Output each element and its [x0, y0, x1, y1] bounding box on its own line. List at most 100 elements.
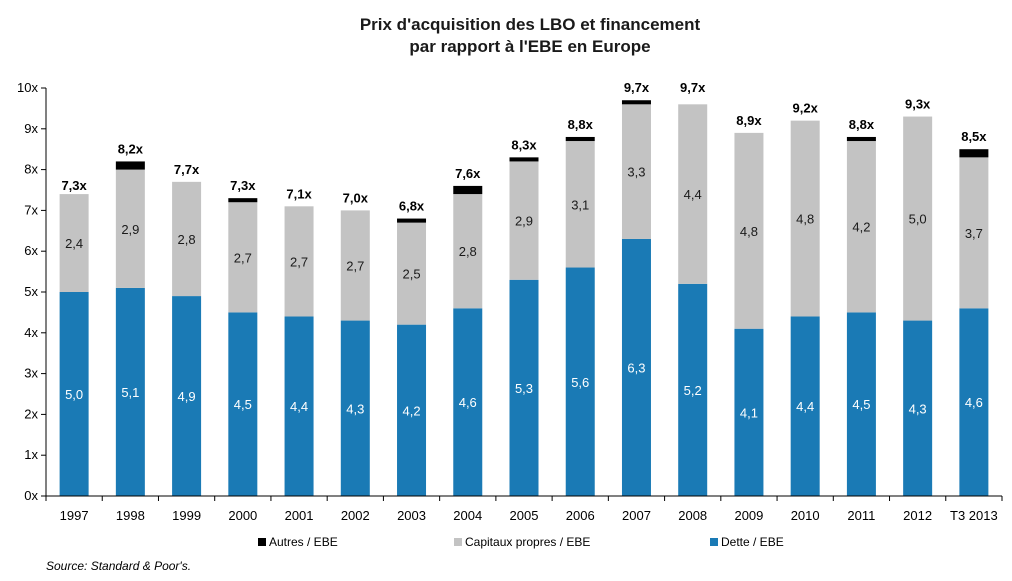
- bar-dette-label: 4,1: [740, 405, 758, 420]
- bars-group: 5,0 2,4 7,3x 5,1 2,9 8,2x 4,9 2,8 7,7x 4,5 2,7 7,3x…: [59, 80, 989, 496]
- bar-total-label: 8,5x: [961, 129, 987, 144]
- bar-total-label: 9,2x: [793, 101, 819, 116]
- bar-total-label: 8,2x: [118, 141, 144, 156]
- y-tick-label: 6x: [24, 243, 38, 258]
- y-tick-label: 9x: [24, 121, 38, 136]
- legend-swatch: [710, 538, 718, 546]
- y-tick-label: 3x: [24, 366, 38, 381]
- bar-capitaux: [509, 161, 539, 280]
- bar-dette: [115, 287, 145, 496]
- bar-capitaux-label: 2,8: [178, 232, 196, 247]
- bar-dette-label: 5,6: [571, 375, 589, 390]
- bar-total-label: 8,3x: [511, 137, 537, 152]
- bar-capitaux-label: 3,7: [965, 226, 983, 241]
- bar-capitaux-label: 2,5: [402, 267, 420, 282]
- x-tick-label: 2000: [228, 508, 257, 523]
- bar-dette: [621, 238, 651, 496]
- y-tick-label: 2x: [24, 406, 38, 421]
- bar-dette: [734, 328, 764, 496]
- bar-capitaux: [453, 194, 483, 309]
- y-tick-label: 7x: [24, 202, 38, 217]
- bar-total-label: 8,8x: [568, 117, 594, 132]
- bar-dette: [284, 316, 314, 496]
- bar-dette-label: 4,2: [402, 403, 420, 418]
- bar-capitaux-label: 4,4: [684, 187, 702, 202]
- bar-total-label: 7,6x: [455, 166, 481, 181]
- y-tick-label: 8x: [24, 162, 38, 177]
- x-tick-label: T3 2013: [950, 508, 998, 523]
- x-tick-label: 2008: [678, 508, 707, 523]
- bar-dette: [59, 292, 89, 496]
- bar-dette: [509, 279, 539, 496]
- legend-label: Capitaux propres / EBE: [465, 535, 590, 549]
- chart-title-line-2: par rapport à l'EBE en Europe: [409, 37, 650, 56]
- source-note: Source: Standard & Poor's.: [46, 559, 191, 573]
- bar-capitaux: [284, 206, 314, 317]
- bar-autres: [228, 198, 258, 203]
- legend-label: Dette / EBE: [721, 535, 784, 549]
- bar-dette: [172, 296, 202, 496]
- x-axis: 1997 1998 1999 2000 2001 2002 2003 2004 2005 2006…: [45, 495, 1003, 523]
- bar-total-label: 6,8x: [399, 199, 425, 214]
- x-tick-label: 2011: [847, 508, 875, 523]
- x-tick-label: 2012: [903, 508, 932, 523]
- bar-total-label: 7,3x: [230, 178, 256, 193]
- legend: Autres / EBE Capitaux propres / EBE Dette …: [258, 535, 784, 549]
- bar-autres: [115, 161, 145, 170]
- legend-swatch: [454, 538, 462, 546]
- bar-dette: [846, 312, 876, 496]
- x-tick-label: 2007: [622, 508, 651, 523]
- bar-dette: [565, 267, 595, 496]
- bar-dette-label: 5,1: [121, 385, 139, 400]
- bar-total-label: 7,7x: [174, 162, 200, 177]
- bar-dette-label: 5,2: [684, 383, 702, 398]
- bar-autres: [509, 157, 539, 162]
- x-tick-label: 2009: [734, 508, 763, 523]
- bar-total-label: 7,1x: [286, 186, 312, 201]
- bar-capitaux-label: 2,9: [121, 222, 139, 237]
- x-tick-label: 1999: [172, 508, 201, 523]
- bar-autres: [846, 136, 876, 142]
- bar-dette-label: 5,0: [65, 387, 83, 402]
- bar-dette-label: 4,4: [290, 399, 308, 414]
- bar-dette: [678, 283, 708, 496]
- bar-autres: [565, 136, 595, 142]
- bar-capitaux-label: 3,1: [571, 197, 589, 212]
- bar-capitaux-label: 3,3: [627, 165, 645, 180]
- bar-capitaux: [115, 169, 145, 288]
- bar-capitaux: [565, 141, 595, 268]
- x-tick-label: 2001: [285, 508, 314, 523]
- bar-dette: [903, 320, 933, 496]
- bar-dette-label: 4,5: [852, 397, 870, 412]
- x-tick-label: 2010: [791, 508, 820, 523]
- y-axis: 0x 1x 2x 3x 4x 5x 6x 7x 8x 9x 10x: [17, 80, 47, 503]
- x-tick-label: 2004: [453, 508, 482, 523]
- x-tick-label: 2003: [397, 508, 426, 523]
- y-tick-label: 5x: [24, 284, 38, 299]
- bar-capitaux: [678, 104, 708, 284]
- bar-capitaux-label: 2,7: [290, 254, 308, 269]
- bar-capitaux: [621, 104, 651, 239]
- bar-dette: [959, 308, 989, 496]
- bar-autres: [959, 149, 989, 158]
- bar-total-label: 9,7x: [624, 80, 650, 95]
- bar-dette-label: 4,5: [234, 397, 252, 412]
- bar-capitaux: [228, 202, 258, 313]
- bar-capitaux-label: 2,9: [515, 214, 533, 229]
- bar-capitaux-label: 2,8: [459, 244, 477, 259]
- bar-total-label: 9,7x: [680, 80, 706, 95]
- x-tick-label: 2006: [566, 508, 595, 523]
- bar-capitaux: [59, 194, 89, 292]
- bar-total-label: 9,3x: [905, 97, 931, 112]
- bar-capitaux: [734, 132, 764, 329]
- bar-autres: [397, 218, 427, 223]
- bar-total-label: 7,0x: [343, 190, 369, 205]
- y-tick-label: 1x: [24, 447, 38, 462]
- bar-capitaux: [959, 157, 989, 309]
- x-tick-label: 1998: [116, 508, 145, 523]
- bar-dette-label: 6,3: [627, 360, 645, 375]
- bar-dette-label: 4,9: [178, 389, 196, 404]
- bar-total-label: 7,3x: [61, 178, 87, 193]
- bar-total-label: 8,8x: [849, 117, 875, 132]
- bar-dette-label: 4,3: [346, 401, 364, 416]
